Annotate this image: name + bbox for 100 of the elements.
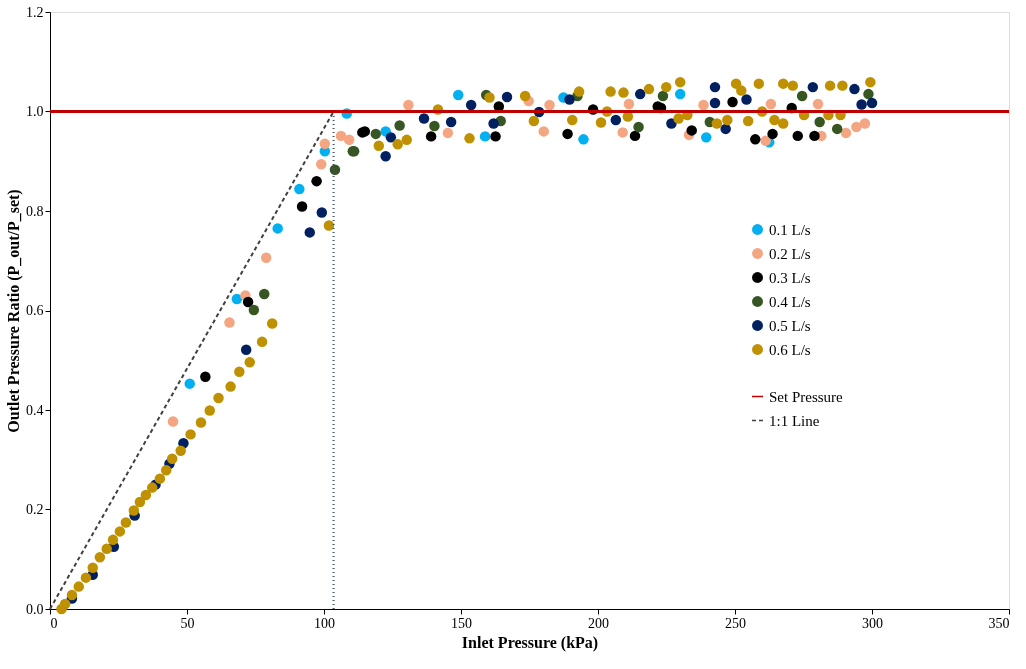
- point: [720, 123, 731, 135]
- point: [200, 371, 211, 382]
- point: [184, 378, 195, 389]
- point: [418, 113, 430, 124]
- point: [385, 132, 397, 143]
- point: [370, 128, 382, 140]
- point: [442, 127, 454, 139]
- point: [394, 120, 405, 131]
- point: [849, 83, 860, 95]
- y-tick-label: 0.8: [26, 203, 44, 219]
- x-tick-label: 0: [50, 615, 58, 631]
- x-tick-label: 350: [988, 615, 1010, 631]
- point: [343, 134, 355, 146]
- point: [859, 118, 871, 129]
- point: [666, 118, 677, 129]
- point: [709, 81, 721, 93]
- point: [863, 88, 874, 100]
- point: [329, 164, 341, 175]
- point: [831, 123, 843, 135]
- point: [657, 90, 669, 102]
- point: [380, 151, 391, 162]
- point: [851, 121, 862, 133]
- y-tick-label: 1.2: [26, 4, 44, 20]
- y-tick-label: 1.0: [26, 104, 44, 119]
- point: [629, 130, 641, 142]
- point: [578, 134, 589, 145]
- point: [259, 288, 270, 300]
- point: [765, 98, 777, 110]
- point: [698, 99, 709, 111]
- legend-label: 0.3 L/s: [769, 269, 811, 286]
- point: [741, 94, 752, 105]
- point: [167, 416, 179, 427]
- point: [538, 126, 549, 137]
- point: [319, 138, 331, 150]
- point: [304, 227, 315, 238]
- point: [700, 132, 712, 143]
- point: [224, 317, 235, 328]
- point: [544, 99, 555, 111]
- y-tick-label: 0.6: [26, 303, 44, 318]
- y-tick-label: 0.4: [26, 402, 44, 418]
- point: [807, 81, 819, 93]
- x-tick-label: 300: [862, 615, 883, 631]
- point: [272, 223, 283, 234]
- point: [856, 99, 867, 110]
- legend-label: Set Pressure: [769, 388, 844, 405]
- point: [311, 175, 322, 187]
- point: [809, 130, 820, 142]
- point: [564, 94, 575, 105]
- point: [242, 296, 254, 308]
- point: [750, 134, 761, 145]
- point: [465, 99, 477, 111]
- point: [727, 96, 738, 108]
- point: [674, 88, 686, 100]
- x-tick-label: 50: [180, 615, 195, 631]
- point: [260, 252, 272, 263]
- point: [623, 98, 635, 110]
- point: [335, 130, 347, 142]
- legend-label: 0.1 L/s: [769, 221, 811, 238]
- point: [231, 293, 243, 305]
- legend-label: 0.5 L/s: [769, 317, 811, 334]
- point: [686, 125, 697, 136]
- point: [296, 201, 308, 212]
- point: [760, 135, 771, 147]
- point: [479, 131, 491, 142]
- point: [840, 127, 852, 139]
- x-tick-label: 150: [451, 615, 472, 631]
- point: [501, 91, 513, 103]
- legend-label: 0.6 L/s: [769, 341, 811, 358]
- point: [634, 88, 646, 100]
- point: [425, 131, 437, 142]
- point: [866, 97, 878, 109]
- point: [709, 97, 721, 109]
- y-tick-label: 0.0: [26, 601, 44, 617]
- y-tick-label: 0.2: [26, 502, 44, 517]
- y-axis-title: Outlet Pressure Ratio (P_out/P_set): [5, 189, 23, 433]
- point: [403, 99, 414, 111]
- point: [562, 128, 573, 140]
- legend-label: 1:1 Line: [769, 412, 820, 429]
- point: [488, 118, 499, 129]
- point: [294, 183, 305, 195]
- x-tick-label: 200: [588, 615, 609, 631]
- x-axis-title: Inlet Pressure (kPa): [461, 633, 599, 652]
- point: [453, 89, 464, 101]
- x-tick-label: 250: [725, 615, 746, 631]
- point: [445, 116, 457, 128]
- point: [792, 130, 803, 142]
- point: [316, 207, 328, 218]
- point: [610, 114, 622, 126]
- point: [767, 128, 778, 140]
- point: [248, 304, 260, 316]
- point: [490, 131, 501, 142]
- point: [796, 90, 808, 102]
- point: [429, 120, 440, 132]
- point: [812, 98, 824, 110]
- legend-label: 0.2 L/s: [769, 245, 811, 262]
- point: [814, 116, 825, 128]
- point: [633, 121, 644, 133]
- point: [617, 127, 628, 138]
- legend-label: 0.4 L/s: [769, 293, 811, 310]
- point: [316, 159, 327, 170]
